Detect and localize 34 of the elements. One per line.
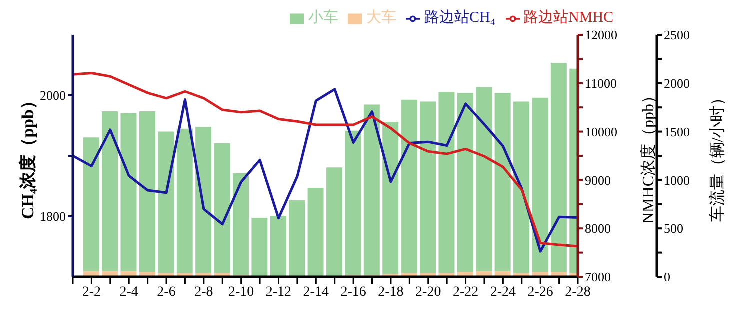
x-tick-label: 2-8 bbox=[194, 284, 214, 300]
x-tick-label: 2-14 bbox=[303, 284, 329, 300]
x-tick-label: 2-4 bbox=[120, 284, 138, 300]
legend-label: 小车 bbox=[308, 10, 338, 26]
legend-label: 大车 bbox=[366, 10, 396, 26]
x-tick-label: 2-16 bbox=[340, 284, 366, 300]
y2-axis-title: NMHC浓度（ppb） bbox=[640, 88, 658, 224]
y2-tick-label: 12000 bbox=[585, 28, 618, 43]
y3-tick-label: 500 bbox=[664, 221, 684, 236]
x-tick-label: 2-24 bbox=[490, 284, 516, 300]
y3-axis-title: 车流量（辆/小时） bbox=[708, 90, 726, 222]
x-tick-label: 2-22 bbox=[452, 284, 479, 300]
y3-tick-label: 0 bbox=[664, 270, 670, 285]
legend-label: 路边站CH₄ bbox=[424, 10, 496, 26]
x-tick-label: 2-6 bbox=[157, 284, 176, 300]
legend-label: 路边站NMHC bbox=[524, 10, 614, 26]
x-tick-label: 2-28 bbox=[565, 284, 591, 300]
x-tick-label: 2-10 bbox=[228, 284, 254, 300]
x-tick-label: 2-12 bbox=[266, 284, 292, 300]
x-tick-label: 2-2 bbox=[82, 284, 102, 300]
x-tick-label: 2-18 bbox=[378, 284, 404, 300]
y-tick-label: 1800 bbox=[40, 209, 66, 224]
y3-tick-label: 1500 bbox=[664, 124, 690, 140]
y2-tick-label: 9000 bbox=[585, 172, 611, 188]
y2-tick-label: 11000 bbox=[585, 76, 618, 92]
x-tick-label: 2-26 bbox=[528, 284, 554, 300]
y2-tick-label: 8000 bbox=[585, 221, 611, 236]
y2-tick-label: 10000 bbox=[585, 124, 618, 140]
y3-tick-label: 2500 bbox=[664, 28, 690, 43]
y-axis-title: CH₄浓度（ppb） bbox=[18, 92, 38, 220]
y2-tick-label: 7000 bbox=[585, 270, 611, 285]
y3-tick-label: 2000 bbox=[664, 76, 690, 92]
x-tick-label: 2-20 bbox=[416, 284, 442, 300]
y3-tick-label: 1000 bbox=[664, 172, 690, 188]
